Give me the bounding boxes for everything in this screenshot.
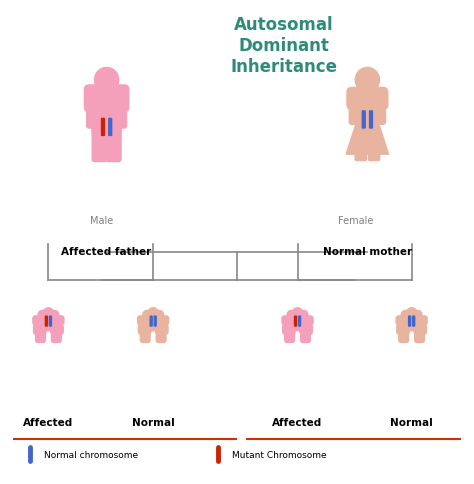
FancyBboxPatch shape <box>51 325 63 334</box>
FancyBboxPatch shape <box>103 82 110 96</box>
Text: Normal: Normal <box>132 417 174 427</box>
FancyBboxPatch shape <box>283 325 295 334</box>
FancyBboxPatch shape <box>38 311 59 331</box>
Circle shape <box>94 68 118 93</box>
FancyBboxPatch shape <box>84 86 129 113</box>
FancyBboxPatch shape <box>87 97 98 129</box>
FancyBboxPatch shape <box>355 151 366 161</box>
FancyBboxPatch shape <box>414 325 427 334</box>
FancyBboxPatch shape <box>282 316 294 325</box>
FancyBboxPatch shape <box>116 97 127 129</box>
FancyBboxPatch shape <box>150 317 152 326</box>
FancyBboxPatch shape <box>52 329 61 343</box>
Polygon shape <box>346 123 389 155</box>
FancyBboxPatch shape <box>49 317 52 326</box>
FancyBboxPatch shape <box>301 316 313 325</box>
FancyBboxPatch shape <box>285 329 294 343</box>
FancyBboxPatch shape <box>396 316 409 325</box>
FancyBboxPatch shape <box>143 311 164 331</box>
FancyBboxPatch shape <box>413 317 415 326</box>
FancyBboxPatch shape <box>409 317 410 326</box>
FancyBboxPatch shape <box>364 82 371 96</box>
FancyBboxPatch shape <box>92 103 121 135</box>
FancyBboxPatch shape <box>36 329 46 343</box>
Text: Male: Male <box>91 215 114 226</box>
FancyBboxPatch shape <box>349 95 360 125</box>
Ellipse shape <box>292 308 303 320</box>
FancyBboxPatch shape <box>106 128 121 162</box>
Text: Affected: Affected <box>273 417 323 427</box>
FancyBboxPatch shape <box>140 329 150 343</box>
FancyBboxPatch shape <box>287 311 308 331</box>
FancyBboxPatch shape <box>370 112 373 129</box>
FancyBboxPatch shape <box>137 316 150 325</box>
Ellipse shape <box>406 308 417 320</box>
FancyBboxPatch shape <box>294 317 297 326</box>
FancyBboxPatch shape <box>156 329 166 343</box>
Text: Normal chromosome: Normal chromosome <box>44 450 138 459</box>
FancyBboxPatch shape <box>375 95 385 125</box>
FancyBboxPatch shape <box>415 316 427 325</box>
FancyBboxPatch shape <box>155 325 168 334</box>
FancyBboxPatch shape <box>301 329 310 343</box>
FancyBboxPatch shape <box>300 325 312 334</box>
FancyBboxPatch shape <box>397 325 409 334</box>
Text: Normal: Normal <box>390 417 433 427</box>
Ellipse shape <box>43 308 54 320</box>
FancyBboxPatch shape <box>401 311 422 331</box>
FancyBboxPatch shape <box>347 88 388 110</box>
FancyBboxPatch shape <box>362 112 365 129</box>
Circle shape <box>356 68 380 93</box>
FancyBboxPatch shape <box>101 119 104 136</box>
FancyBboxPatch shape <box>354 98 381 125</box>
FancyBboxPatch shape <box>109 119 112 136</box>
FancyBboxPatch shape <box>34 325 46 334</box>
Text: Normal mother: Normal mother <box>323 247 412 257</box>
Text: Female: Female <box>338 215 374 226</box>
FancyBboxPatch shape <box>415 329 424 343</box>
Text: Autosomal
Dominant
Inheritance: Autosomal Dominant Inheritance <box>230 16 337 76</box>
FancyBboxPatch shape <box>299 317 301 326</box>
Ellipse shape <box>148 308 159 320</box>
FancyBboxPatch shape <box>33 316 46 325</box>
FancyBboxPatch shape <box>399 329 409 343</box>
FancyBboxPatch shape <box>92 128 107 162</box>
FancyBboxPatch shape <box>156 316 169 325</box>
FancyBboxPatch shape <box>52 316 64 325</box>
FancyBboxPatch shape <box>368 151 380 161</box>
Text: Mutant Chromosome: Mutant Chromosome <box>232 450 327 459</box>
Text: Affected: Affected <box>23 417 73 427</box>
Text: Affected father: Affected father <box>62 247 152 257</box>
FancyBboxPatch shape <box>46 317 47 326</box>
FancyBboxPatch shape <box>138 325 151 334</box>
FancyBboxPatch shape <box>154 317 156 326</box>
